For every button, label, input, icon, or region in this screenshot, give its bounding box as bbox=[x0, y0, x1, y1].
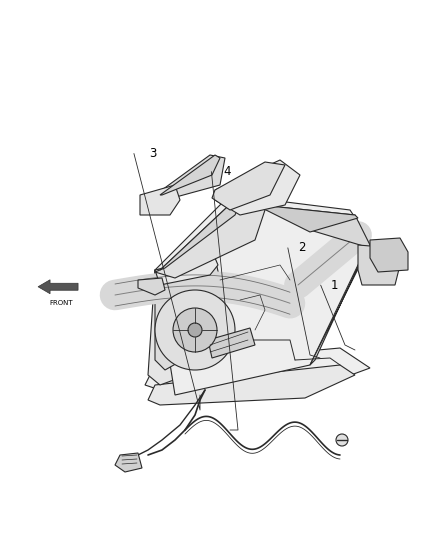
Circle shape bbox=[336, 434, 348, 446]
Polygon shape bbox=[145, 348, 370, 395]
Text: 4: 4 bbox=[223, 165, 231, 178]
Polygon shape bbox=[138, 278, 165, 295]
Polygon shape bbox=[148, 365, 355, 405]
Polygon shape bbox=[358, 245, 400, 285]
Polygon shape bbox=[140, 185, 180, 215]
Text: 3: 3 bbox=[149, 147, 156, 160]
Polygon shape bbox=[155, 258, 220, 370]
Polygon shape bbox=[115, 453, 142, 472]
Circle shape bbox=[173, 308, 217, 352]
Polygon shape bbox=[310, 240, 375, 365]
Polygon shape bbox=[160, 155, 220, 195]
Polygon shape bbox=[160, 192, 245, 270]
Polygon shape bbox=[155, 195, 265, 278]
Circle shape bbox=[188, 323, 202, 337]
Polygon shape bbox=[260, 205, 370, 248]
Polygon shape bbox=[212, 162, 285, 210]
FancyArrow shape bbox=[38, 280, 78, 294]
Polygon shape bbox=[208, 328, 255, 358]
Circle shape bbox=[155, 290, 235, 370]
Polygon shape bbox=[155, 258, 218, 285]
Text: 2: 2 bbox=[298, 241, 305, 254]
Polygon shape bbox=[155, 195, 370, 395]
Polygon shape bbox=[215, 160, 300, 215]
Text: FRONT: FRONT bbox=[49, 300, 73, 306]
Polygon shape bbox=[152, 155, 225, 200]
Polygon shape bbox=[370, 238, 408, 272]
Text: 1: 1 bbox=[331, 279, 338, 292]
Polygon shape bbox=[260, 205, 358, 232]
Polygon shape bbox=[148, 258, 220, 385]
